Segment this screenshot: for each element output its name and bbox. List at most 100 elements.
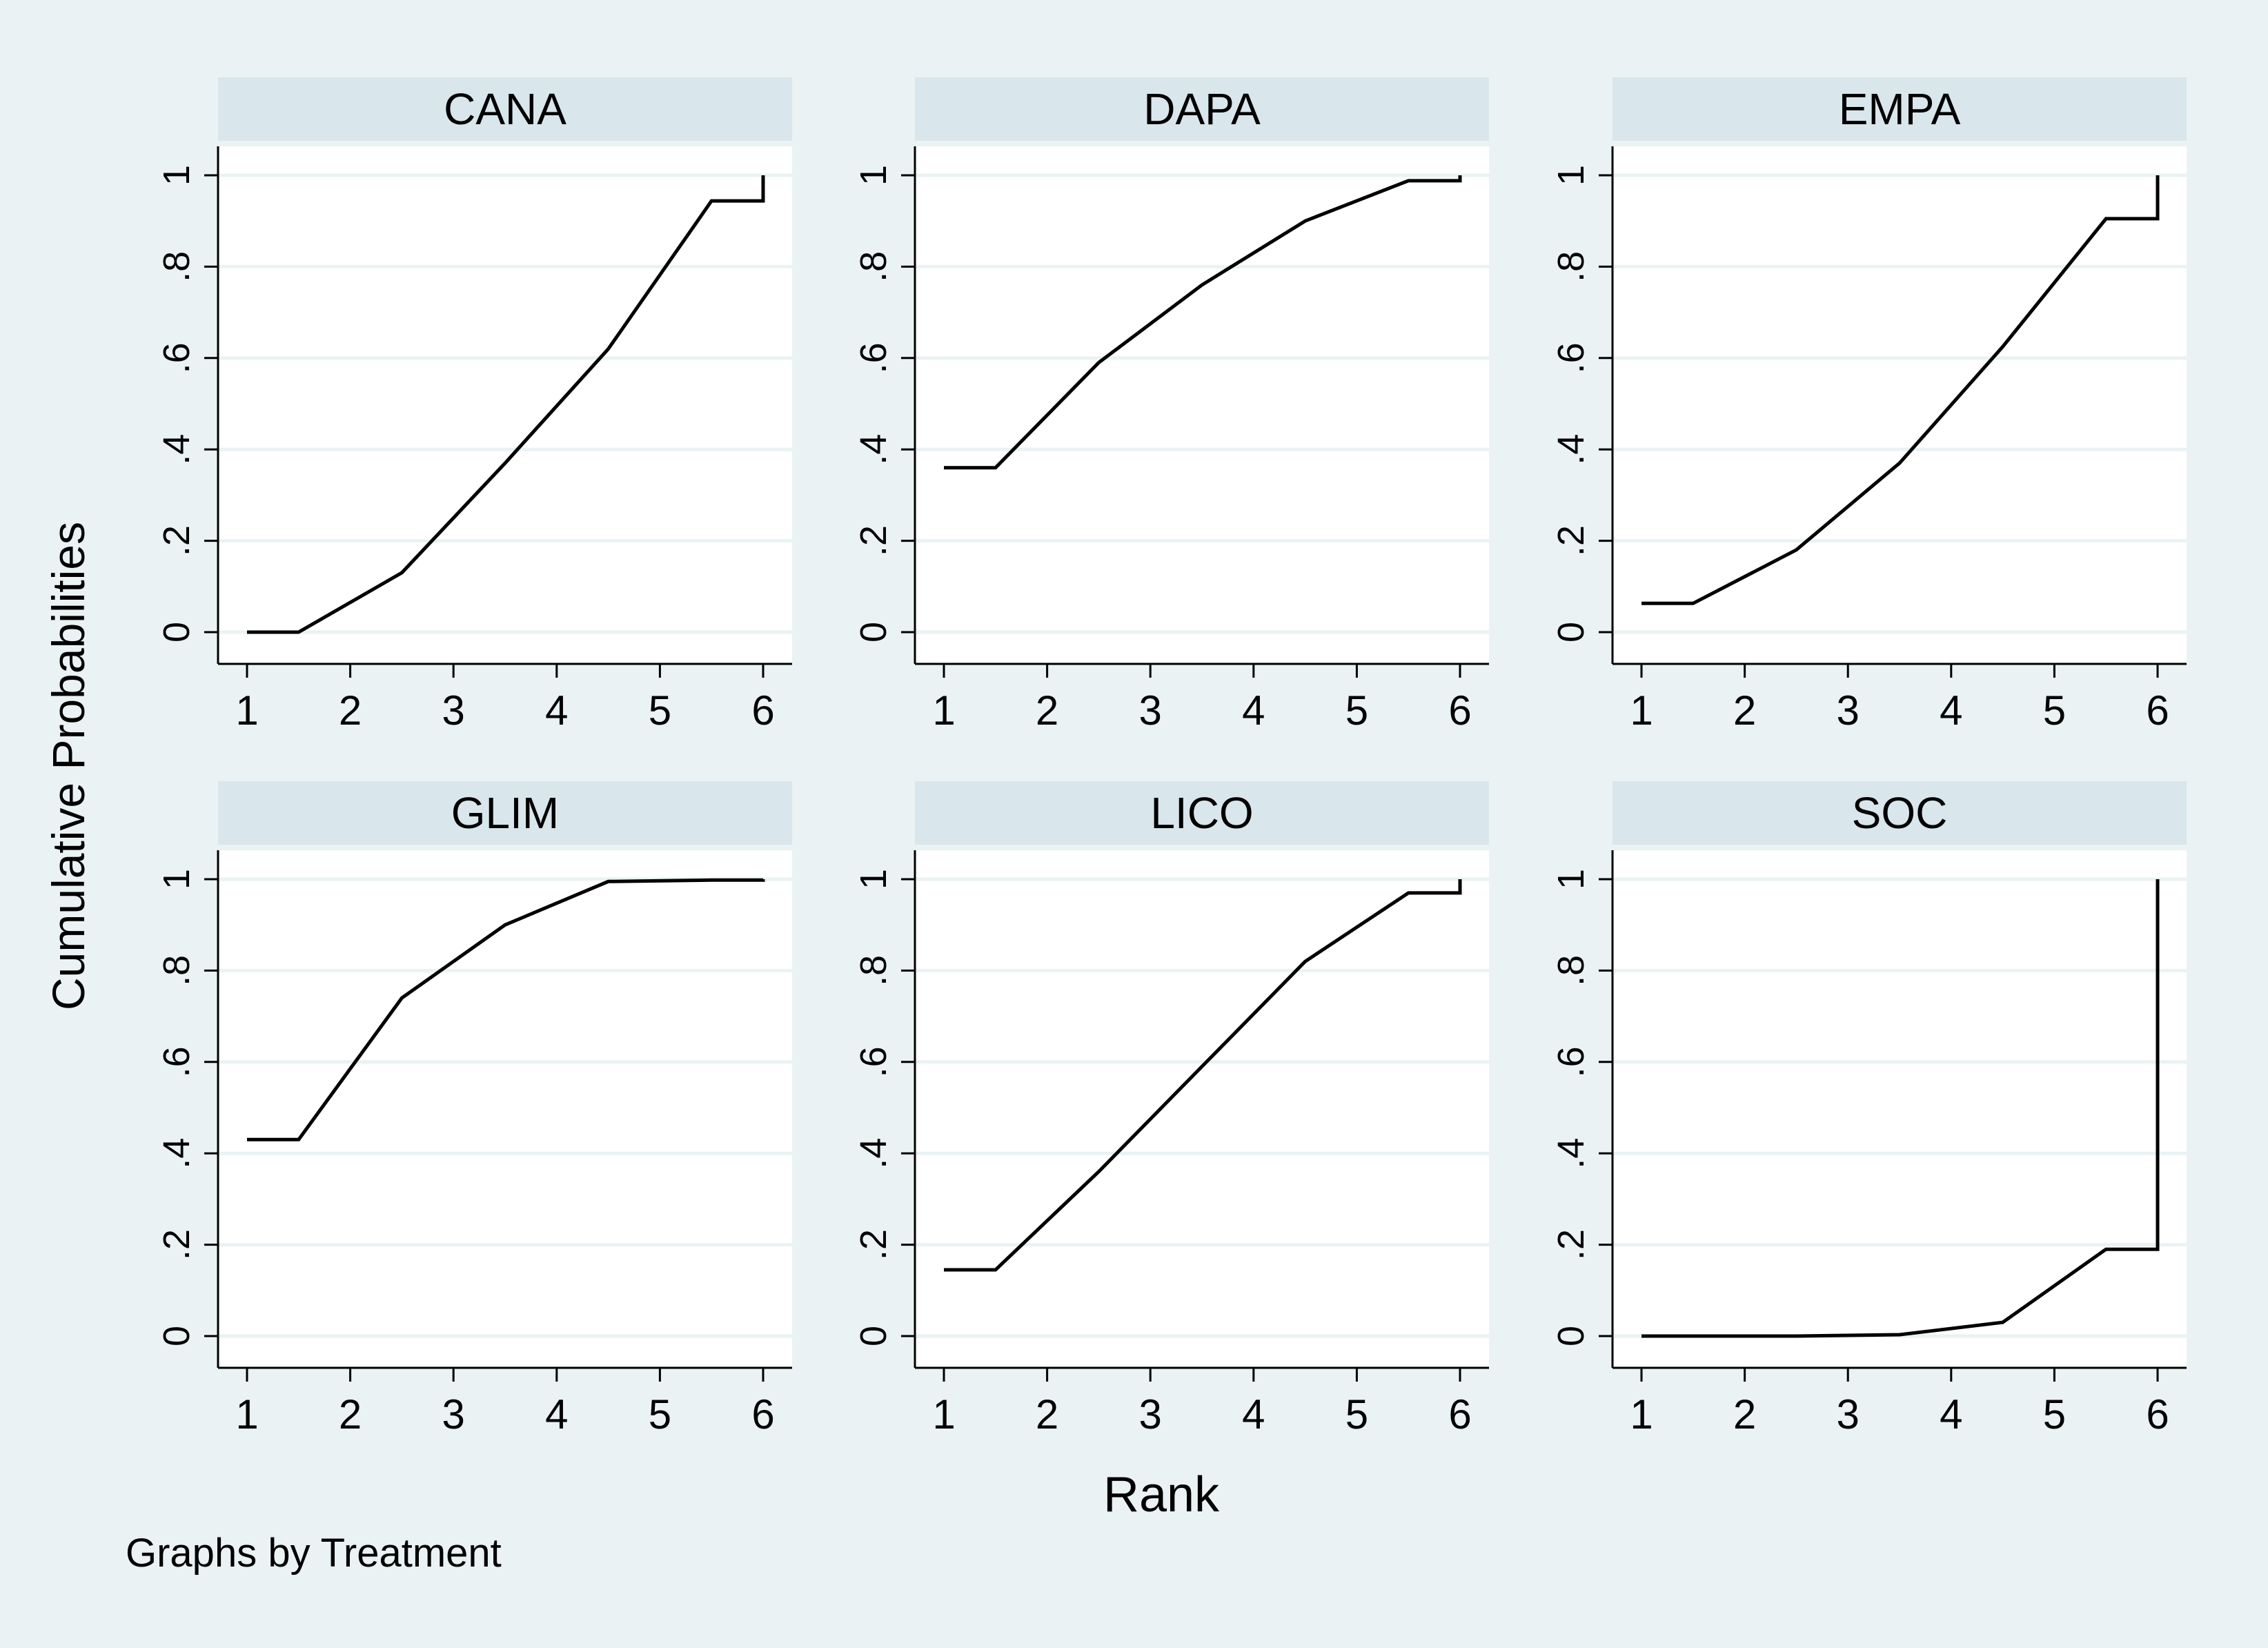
x-tick-label: 2 [1733,687,1756,734]
plot-area [1613,850,2187,1368]
y-tick-label: .8 [156,251,197,282]
panel-title: EMPA [1839,84,1961,134]
x-tick-label: 1 [1630,687,1653,734]
series-line-glim [247,878,765,1141]
y-tick-label: .4 [1550,434,1592,465]
series-line-lico [944,879,1462,1272]
series-line-empa [1641,175,2160,605]
panel-strip [218,77,792,141]
x-tick-label: 2 [339,1391,362,1438]
x-tick-label: 4 [1242,687,1265,734]
y-tick-label: .4 [1550,1138,1592,1169]
x-tick-label: 4 [545,1391,568,1438]
y-tick-label: .2 [853,525,894,556]
x-tick-label: 6 [1448,1391,1471,1438]
x-tick-label: 3 [442,687,465,734]
plot-area [218,146,792,664]
x-tick-label: 1 [1630,1391,1653,1438]
panel-title: LICO [1150,788,1253,838]
y-tick-label: 0 [1550,1326,1592,1346]
y-tick-label: 1 [156,869,197,890]
y-axis-title: Cumulative Probabilities [43,522,94,1010]
x-tick-label: 2 [1036,687,1058,734]
y-tick-label: 1 [853,869,894,890]
panel-soc: SOC 0 .2 .4 .6 .8 1 1 2 3 4 5 6 [1550,781,2187,1438]
y-tick-label: .6 [853,342,894,373]
panels: CANA 0 .2 .4 .6 .8 1 1 2 3 4 5 6 DAPA 0 .2 .4 .6 .8 1 1 2 3 4 5 6… [156,77,2187,1438]
plot-area [218,850,792,1368]
y-tick-label: .6 [156,1046,197,1077]
x-tick-label: 3 [1837,1391,1860,1438]
y-tick-label: 0 [1550,622,1592,642]
y-tick-label: .4 [853,1138,894,1169]
y-tick-label: .2 [1550,525,1592,556]
x-tick-label: 4 [1940,1391,1962,1438]
y-tick-label: .2 [156,525,197,556]
x-tick-label: 5 [649,687,671,734]
y-tick-label: 1 [1550,869,1592,890]
x-tick-label: 1 [932,1391,955,1438]
x-tick-label: 4 [545,687,568,734]
x-tick-label: 1 [235,687,258,734]
x-tick-label: 6 [751,687,774,734]
x-tick-label: 1 [932,687,955,734]
y-tick-label: .4 [156,1138,197,1169]
x-tick-label: 4 [1242,1391,1265,1438]
x-tick-label: 4 [1940,687,1962,734]
panel-lico: LICO 0 .2 .4 .6 .8 1 1 2 3 4 5 6 [853,781,1489,1438]
y-tick-label: .8 [853,251,894,282]
panel-title: GLIM [451,788,559,838]
x-tick-label: 5 [2043,687,2066,734]
plot-area [915,146,1489,664]
y-tick-label: 0 [156,622,197,642]
x-tick-label: 1 [235,1391,258,1438]
x-tick-label: 3 [442,1391,465,1438]
plot-area [915,850,1489,1368]
y-tick-label: .4 [156,434,197,465]
panel-title: CANA [444,84,566,134]
panel-glim: GLIM 0 .2 .4 .6 .8 1 1 2 3 4 5 6 [156,781,792,1438]
x-tick-label: 2 [1733,1391,1756,1438]
y-tick-label: .6 [156,342,197,373]
x-tick-label: 5 [649,1391,671,1438]
plot-area [1613,146,2187,664]
y-tick-label: .2 [853,1229,894,1260]
y-tick-label: 0 [156,1326,197,1346]
x-tick-label: 6 [751,1391,774,1438]
panel-title: SOC [1852,788,1948,838]
x-axis-title: Rank [1103,1467,1220,1522]
x-tick-label: 3 [1139,687,1162,734]
y-tick-label: .6 [1550,1046,1592,1077]
panel-cana: CANA 0 .2 .4 .6 .8 1 1 2 3 4 5 6 [156,77,792,734]
series-line-soc [1641,879,2160,1338]
series-line-cana [247,175,765,634]
y-tick-label: .8 [853,955,894,986]
note-text: Graphs by Treatment [126,1531,502,1576]
y-tick-label: .8 [1550,955,1592,986]
x-tick-label: 6 [2146,1391,2169,1438]
x-tick-label: 2 [1036,1391,1058,1438]
y-tick-label: 1 [1550,165,1592,186]
y-tick-label: .8 [156,955,197,986]
y-tick-label: 1 [853,165,894,186]
x-tick-label: 5 [1345,687,1368,734]
y-tick-label: .8 [1550,251,1592,282]
panel-empa: EMPA 0 .2 .4 .6 .8 1 1 2 3 4 5 6 [1550,77,2187,734]
panel-strip [1613,781,2187,845]
panel-strip [218,781,792,845]
x-tick-label: 2 [339,687,362,734]
x-tick-label: 3 [1139,1391,1162,1438]
y-tick-label: .2 [1550,1229,1592,1260]
y-tick-label: .2 [156,1229,197,1260]
x-tick-label: 5 [1345,1391,1368,1438]
panel-strip [915,781,1489,845]
x-tick-label: 6 [1448,687,1471,734]
x-tick-label: 3 [1837,687,1860,734]
y-tick-label: 0 [853,622,894,642]
x-tick-label: 5 [2043,1391,2066,1438]
x-tick-label: 6 [2146,687,2169,734]
y-tick-label: .6 [1550,342,1592,373]
series-line-dapa [944,175,1462,470]
panel-dapa: DAPA 0 .2 .4 .6 .8 1 1 2 3 4 5 6 [853,77,1489,734]
